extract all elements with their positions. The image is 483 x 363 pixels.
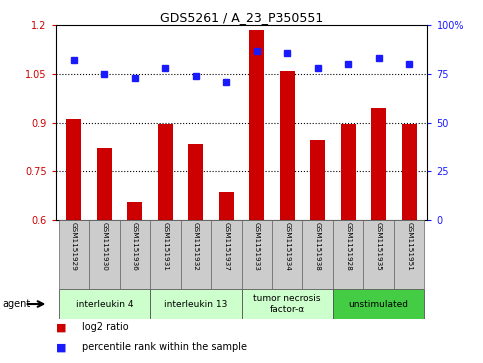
Bar — [394, 220, 425, 289]
Bar — [333, 220, 363, 289]
Bar — [120, 220, 150, 289]
Bar — [363, 220, 394, 289]
Text: interleukin 13: interleukin 13 — [164, 299, 227, 309]
Text: GSM1151951: GSM1151951 — [406, 222, 412, 270]
Text: tumor necrosis
factor-α: tumor necrosis factor-α — [254, 294, 321, 314]
Bar — [310, 140, 326, 220]
Bar — [242, 289, 333, 319]
Bar — [272, 220, 302, 289]
Bar — [157, 124, 173, 220]
Text: GSM1151928: GSM1151928 — [345, 222, 351, 270]
Text: interleukin 4: interleukin 4 — [75, 299, 133, 309]
Bar — [127, 202, 142, 220]
Text: GSM1151936: GSM1151936 — [132, 222, 138, 270]
Text: GSM1151931: GSM1151931 — [162, 222, 168, 270]
Text: ■: ■ — [56, 342, 66, 352]
Bar — [333, 289, 425, 319]
Text: GSM1151935: GSM1151935 — [376, 222, 382, 270]
Bar — [371, 108, 386, 220]
Bar — [150, 289, 242, 319]
Bar — [181, 220, 211, 289]
Bar — [249, 30, 264, 220]
Title: GDS5261 / A_23_P350551: GDS5261 / A_23_P350551 — [160, 11, 323, 24]
Bar — [341, 124, 356, 220]
Bar — [188, 143, 203, 220]
Text: unstimulated: unstimulated — [349, 299, 409, 309]
Bar — [219, 192, 234, 220]
Bar — [242, 220, 272, 289]
Text: GSM1151929: GSM1151929 — [71, 222, 77, 270]
Bar — [66, 119, 82, 220]
Bar — [58, 220, 89, 289]
Text: ■: ■ — [56, 322, 66, 333]
Bar — [280, 71, 295, 220]
Text: agent: agent — [2, 299, 30, 309]
Bar — [401, 124, 417, 220]
Text: percentile rank within the sample: percentile rank within the sample — [82, 342, 247, 352]
Bar — [89, 220, 120, 289]
Text: GSM1151933: GSM1151933 — [254, 222, 260, 270]
Bar — [302, 220, 333, 289]
Text: GSM1151934: GSM1151934 — [284, 222, 290, 270]
Bar — [97, 148, 112, 220]
Text: GSM1151938: GSM1151938 — [315, 222, 321, 270]
Bar — [211, 220, 242, 289]
Text: GSM1151932: GSM1151932 — [193, 222, 199, 270]
Bar — [150, 220, 181, 289]
Text: GSM1151937: GSM1151937 — [223, 222, 229, 270]
Text: log2 ratio: log2 ratio — [82, 322, 129, 333]
Bar — [58, 289, 150, 319]
Text: GSM1151930: GSM1151930 — [101, 222, 107, 270]
